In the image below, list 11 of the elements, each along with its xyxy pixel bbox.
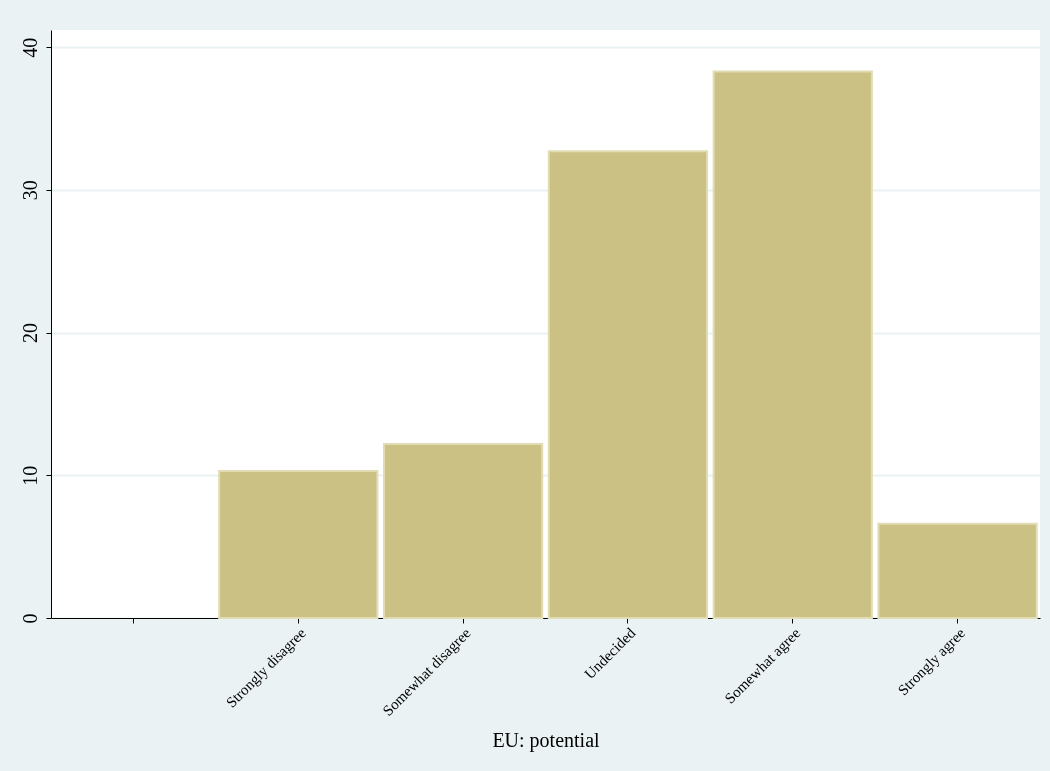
bar: [382, 442, 544, 619]
bar: [218, 470, 379, 619]
y-tick-label: 20: [18, 323, 41, 344]
y-tick-label: 10: [18, 465, 41, 486]
y-tick-label: 40: [18, 37, 41, 58]
bar: [877, 522, 1038, 619]
y-tick-label: 30: [18, 180, 41, 201]
bar: [712, 70, 873, 619]
x-axis-title: EU: potential: [492, 728, 601, 752]
bar: [547, 150, 709, 619]
y-tick-label: 0: [18, 613, 41, 624]
